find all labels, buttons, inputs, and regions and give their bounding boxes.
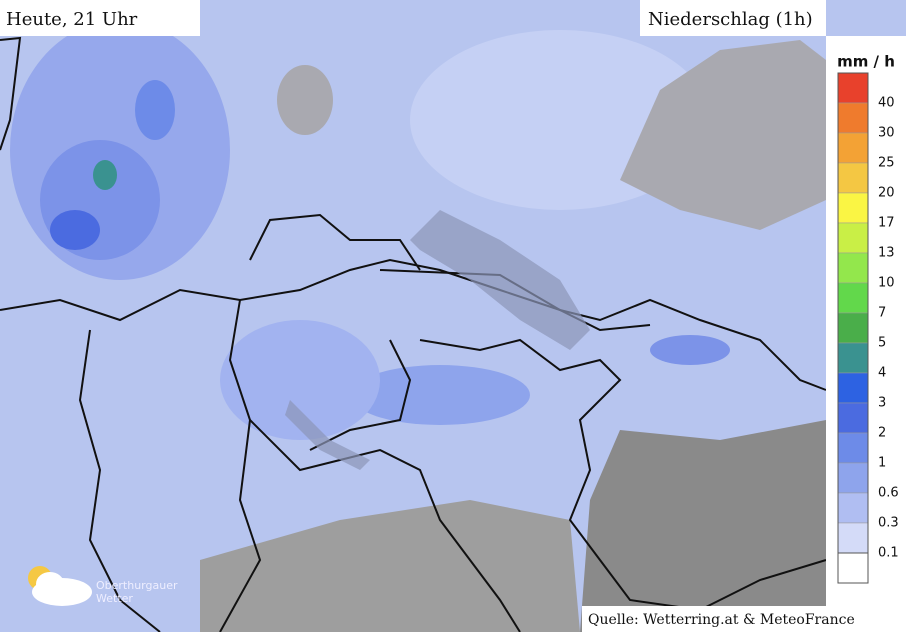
precip-areas: [10, 20, 730, 440]
legend-swatch: [837, 372, 869, 404]
legend-label: 20: [878, 186, 895, 201]
legend-label: 1: [878, 456, 886, 471]
product-box: [640, 0, 826, 36]
legend-frame: [837, 72, 869, 584]
legend-swatch: [837, 342, 869, 374]
legend-swatch: [837, 132, 869, 164]
legend-label: 17: [878, 216, 895, 231]
legend-label: 30: [878, 126, 895, 141]
legend-label: 13: [878, 246, 895, 261]
legend-label: 2: [878, 426, 886, 441]
legend-swatch-empty: [837, 552, 869, 584]
lake: [285, 400, 370, 470]
legend-label: 0.6: [878, 486, 899, 501]
legend-swatch: [837, 402, 869, 434]
legend-label: 10: [878, 276, 895, 291]
legend-label: 4: [878, 366, 886, 381]
legend-swatch: [837, 282, 869, 314]
legend-label: 0.1: [878, 546, 899, 561]
time-box: [0, 0, 200, 36]
source-box: [582, 606, 826, 632]
legend-label: 0.3: [878, 516, 899, 531]
legend-swatch: [837, 102, 869, 134]
legend-swatch: [837, 492, 869, 524]
product-label: Niederschlag (1h): [648, 9, 813, 30]
logo-line2: Wetter: [96, 592, 133, 605]
lake: [410, 210, 590, 350]
legend-label: 40: [878, 96, 895, 111]
legend-swatch: [837, 432, 869, 464]
legend-swatch: [837, 522, 869, 554]
legend-swatch: [837, 222, 869, 254]
legend: 40 30 25 20 17 13 10 7 5 4 3 2 1 0.6 0.3 0.1: [837, 72, 899, 584]
logo: Oberthurgauer Wetter: [28, 566, 178, 606]
legend-swatch: [837, 312, 869, 344]
legend-swatch: [837, 252, 869, 284]
legend-swatch: [837, 192, 869, 224]
legend-label: 25: [878, 156, 895, 171]
legend-swatch: [837, 72, 869, 104]
legend-label: 7: [878, 306, 886, 321]
legend-label: 3: [878, 396, 886, 411]
legend-unit: mm / h: [837, 53, 895, 71]
legend-swatch: [837, 162, 869, 194]
legend-swatch: [837, 462, 869, 494]
time-label: Heute, 21 Uhr: [6, 9, 138, 30]
logo-line1: Oberthurgauer: [96, 579, 178, 592]
source: Quelle: Wetterring.at & MeteoFrance: [588, 612, 855, 628]
legend-label: 5: [878, 336, 886, 351]
